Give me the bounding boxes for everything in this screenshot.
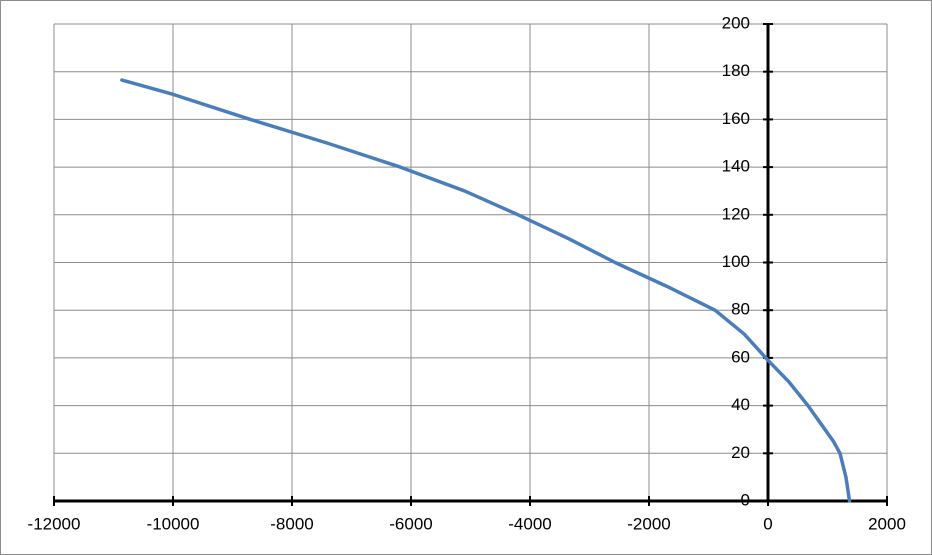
y-tick-label: 160: [722, 109, 750, 128]
y-tick-label: 180: [722, 61, 750, 80]
y-tick-label: 80: [731, 300, 750, 319]
x-tick-label: -10000: [147, 514, 200, 533]
y-tick-label: 40: [731, 395, 750, 414]
y-tick-label: 200: [722, 13, 750, 32]
x-tick-label: -2000: [627, 514, 670, 533]
x-tick-label: -6000: [389, 514, 432, 533]
series-line: [120, 78, 852, 503]
y-tick-label: 140: [722, 157, 750, 176]
y-tick-label: 20: [731, 443, 750, 462]
x-tick-label: 0: [763, 514, 772, 533]
y-tick-label: 120: [722, 204, 750, 223]
x-tick-label: -8000: [270, 514, 313, 533]
y-tick-label: 100: [722, 252, 750, 271]
marks: -12000-10000-8000-6000-4000-200002000020…: [28, 13, 906, 533]
x-tick-label: -12000: [28, 514, 81, 533]
y-tick-label: 60: [731, 347, 750, 366]
x-tick-label: -4000: [508, 514, 551, 533]
x-tick-label: 2000: [868, 514, 906, 533]
